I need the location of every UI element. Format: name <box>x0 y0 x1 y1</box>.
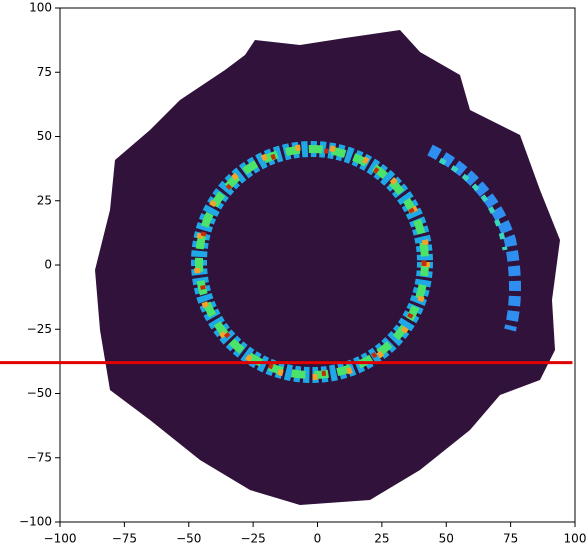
echo-area <box>95 30 560 505</box>
radar-image <box>95 30 560 505</box>
y-tick-label: −75 <box>27 450 52 464</box>
x-tick-label: −50 <box>176 532 201 546</box>
echo-ring <box>197 147 427 377</box>
x-tick-label: 25 <box>374 532 389 546</box>
y-tick-label: −50 <box>27 386 52 400</box>
y-tick-label: 75 <box>37 65 52 79</box>
x-tick-label: 75 <box>503 532 518 546</box>
x-tick-label: 50 <box>439 532 454 546</box>
x-tick-label: −100 <box>44 532 77 546</box>
x-tick-label: −25 <box>240 532 265 546</box>
outer-arc <box>427 144 521 332</box>
y-tick-label: 100 <box>29 1 52 15</box>
x-tick-label: −75 <box>112 532 137 546</box>
y-tick-label: 0 <box>44 258 52 272</box>
x-tick-label: 100 <box>564 532 587 546</box>
y-tick-label: −25 <box>27 322 52 336</box>
y-tick-label: 25 <box>37 193 52 207</box>
x-tick-label: 0 <box>314 532 322 546</box>
echo-ring <box>194 144 430 380</box>
y-tick-label: 50 <box>37 129 52 143</box>
y-tick-label: −100 <box>19 515 52 529</box>
outer-arc <box>438 157 508 251</box>
